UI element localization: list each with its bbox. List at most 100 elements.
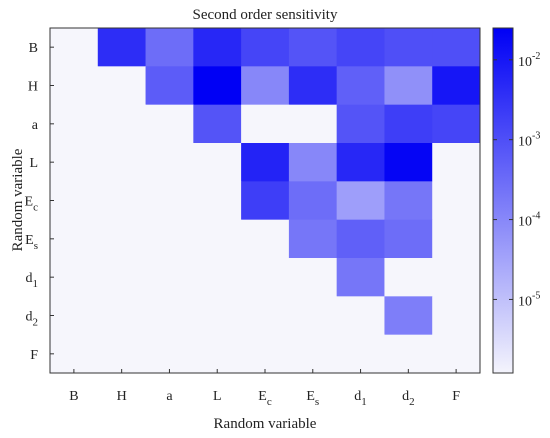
heatmap-cell — [145, 334, 194, 374]
colorbar-ticks: 10-5 10-4 10-3 10-2 — [493, 51, 540, 309]
y-tick-label: Es — [25, 233, 38, 252]
heatmap-cell — [336, 296, 385, 336]
y-tick-label: H — [28, 80, 38, 95]
heatmap-cell — [97, 181, 146, 221]
x-tick-label: d2 — [402, 389, 415, 408]
heatmap-cell — [97, 334, 146, 374]
heatmap-cell — [384, 258, 433, 297]
heatmap-cell — [432, 104, 481, 144]
heatmap-cell — [241, 28, 290, 67]
heatmap-cell — [97, 143, 146, 182]
heatmap-cell — [241, 104, 290, 144]
colorbar-tick-label: 10-5 — [518, 290, 540, 309]
heatmap-cell — [288, 104, 338, 144]
x-tick-label: F — [452, 389, 460, 404]
heatmap-cell — [193, 334, 242, 374]
heatmap-cell — [336, 104, 385, 144]
heatmap-cell — [50, 66, 99, 106]
heatmap-cell — [336, 181, 385, 221]
heatmap-cell — [50, 104, 99, 144]
colorbar-tick-label: 10-4 — [518, 211, 540, 230]
heatmap-cell — [384, 219, 433, 259]
heatmap-cell — [50, 258, 99, 297]
heatmap-cell — [193, 104, 242, 144]
heatmap-cell — [336, 143, 385, 182]
heatmap-cell — [432, 334, 481, 374]
heatmap-cell — [97, 104, 146, 144]
heatmap-cell — [384, 66, 433, 106]
heatmap-cell — [145, 181, 194, 221]
heatmap-cell — [432, 181, 481, 221]
heatmap-cell — [50, 181, 99, 221]
y-axis-label: Random variable — [10, 148, 26, 251]
heatmap-cell — [50, 143, 99, 182]
heatmap-cells — [50, 28, 481, 374]
heatmap-cell — [50, 219, 99, 259]
heatmap-cell — [145, 258, 194, 297]
heatmap-cell — [241, 66, 290, 106]
heatmap-cell — [193, 258, 242, 297]
heatmap-cell — [241, 296, 290, 336]
y-tick-label: d2 — [26, 310, 39, 329]
heatmap-cell — [432, 258, 481, 297]
heatmap-cell — [336, 66, 385, 106]
heatmap-cell — [288, 28, 338, 67]
x-tick-label: L — [213, 389, 222, 404]
heatmap-cell — [384, 334, 433, 374]
x-tick-label: a — [166, 389, 173, 404]
heatmap-cell — [241, 143, 290, 182]
y-tick-label: F — [30, 348, 38, 363]
heatmap-cell — [145, 104, 194, 144]
heatmap-cell — [193, 181, 242, 221]
x-tick-label: B — [69, 389, 78, 404]
heatmap-cell — [384, 104, 433, 144]
heatmap-cell — [193, 66, 242, 106]
heatmap-cell — [97, 258, 146, 297]
heatmap-cell — [288, 66, 338, 106]
x-tick-label: Es — [306, 389, 319, 408]
y-axis-ticks: B Ha L Ec Es d1 d2 F — [25, 41, 54, 363]
heatmap-cell — [288, 181, 338, 221]
heatmap-cell — [241, 181, 290, 221]
heatmap-cell — [288, 296, 338, 336]
heatmap-cell — [193, 143, 242, 182]
heatmap-cell — [336, 334, 385, 374]
chart-title: Second order sensitivity — [193, 7, 338, 23]
heatmap-cell — [288, 258, 338, 297]
heatmap-cell — [432, 219, 481, 259]
heatmap-cell — [145, 143, 194, 182]
colorbar-tick-label: 10-3 — [518, 131, 540, 150]
heatmap-cell — [336, 219, 385, 259]
heatmap-cell — [432, 143, 481, 182]
heatmap-cell — [193, 296, 242, 336]
heatmap-cell — [336, 28, 385, 67]
heatmap-cell — [288, 143, 338, 182]
y-tick-label: a — [32, 118, 39, 133]
heatmap-cell — [384, 296, 433, 336]
y-tick-label: L — [29, 156, 38, 171]
y-tick-label: Ec — [25, 195, 39, 214]
heatmap-cell — [384, 181, 433, 221]
colorbar-tick-label: 10-2 — [518, 51, 540, 70]
heatmap-cell — [145, 219, 194, 259]
heatmap-cell — [288, 334, 338, 374]
heatmap-cell — [97, 28, 146, 67]
y-tick-label: d1 — [26, 271, 39, 290]
heatmap-cell — [97, 296, 146, 336]
heatmap-cell — [432, 28, 481, 67]
heatmap-cell — [97, 66, 146, 106]
x-tick-label: d1 — [354, 389, 367, 408]
heatmap-cell — [50, 296, 99, 336]
heatmap-cell — [384, 28, 433, 67]
y-tick-label: B — [29, 41, 38, 56]
x-tick-label: H — [117, 389, 127, 404]
x-axis-label: Random variable — [214, 416, 317, 432]
heatmap-cell — [241, 334, 290, 374]
heatmap-cell — [145, 296, 194, 336]
x-tick-label: Ec — [258, 389, 272, 408]
heatmap-cell — [336, 258, 385, 297]
heatmap-cell — [50, 28, 99, 67]
heatmap-cell — [288, 219, 338, 259]
